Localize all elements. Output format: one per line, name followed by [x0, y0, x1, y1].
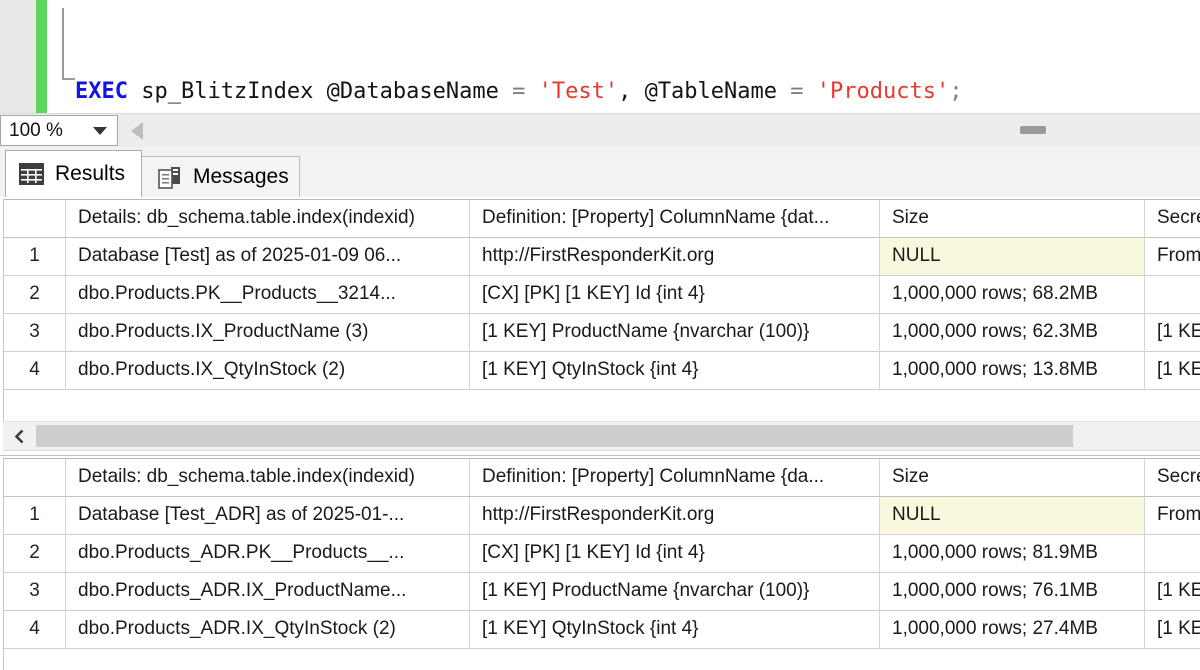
zoom-dropdown[interactable]: 100 %: [0, 115, 118, 146]
grid-cell[interactable]: 1,000,000 rows; 76.1MB: [880, 573, 1145, 611]
sql-operator: ;: [949, 79, 963, 104]
grid-row: 2 dbo.Products_ADR.PK__Products__... [CX…: [4, 535, 1200, 573]
grid-header-row: Details: db_schema.table.index(indexid) …: [4, 459, 1200, 497]
grid-row: 2 dbo.Products.PK__Products__3214... [CX…: [4, 276, 1200, 314]
grid-cell[interactable]: 1,000,000 rows; 81.9MB: [880, 535, 1145, 573]
sql-operator: =: [512, 79, 539, 104]
editor-hscrollbar-thumb[interactable]: [1020, 126, 1046, 134]
column-header[interactable]: Definition: [Property] ColumnName {da...: [470, 459, 880, 497]
column-header[interactable]: Definition: [Property] ColumnName {dat..…: [470, 200, 880, 238]
sql-string: 'Products': [816, 79, 950, 104]
grid-cell[interactable]: [1 KE: [1145, 314, 1200, 352]
results-grid-icon: [19, 163, 44, 185]
column-header[interactable]: Details: db_schema.table.index(indexid): [66, 200, 470, 238]
grid-row: 3 dbo.Products_ADR.IX_ProductName... [1 …: [4, 573, 1200, 611]
grid-cell[interactable]: 1,000,000 rows; 68.2MB: [880, 276, 1145, 314]
grid-row: 4 dbo.Products_ADR.IX_QtyInStock (2) [1 …: [4, 611, 1200, 649]
tab-label: Messages: [193, 165, 289, 188]
grid-cell[interactable]: From: [1145, 497, 1200, 535]
grid-cell[interactable]: Database [Test] as of 2025-01-09 06...: [66, 238, 470, 276]
scroll-left-icon[interactable]: [131, 122, 143, 140]
corner-header[interactable]: [4, 459, 66, 497]
column-header[interactable]: Size: [880, 459, 1145, 497]
grid-table: Details: db_schema.table.index(indexid) …: [4, 458, 1200, 649]
results-pane: Details: db_schema.table.index(indexid) …: [0, 197, 1200, 670]
grid-cell[interactable]: dbo.Products.PK__Products__3214...: [66, 276, 470, 314]
results-grid-2: Details: db_schema.table.index(indexid) …: [3, 458, 1200, 670]
grid-cell[interactable]: dbo.Products.IX_ProductName (3): [66, 314, 470, 352]
zoom-value: 100 %: [9, 119, 63, 141]
chevron-left-icon: [14, 429, 23, 443]
row-number[interactable]: 2: [4, 535, 66, 573]
grid-cell[interactable]: [1 KEY] ProductName {nvarchar (100)}: [470, 573, 880, 611]
editor-bottom-strip: 100 %: [0, 113, 1200, 147]
grid-cell[interactable]: dbo.Products_ADR.IX_ProductName...: [66, 573, 470, 611]
hscrollbar[interactable]: [3, 421, 1200, 451]
scroll-left-button[interactable]: [3, 422, 35, 450]
messages-icon: [158, 166, 180, 189]
grid-cell[interactable]: 1,000,000 rows; 27.4MB: [880, 611, 1145, 649]
grid-row: 3 dbo.Products.IX_ProductName (3) [1 KEY…: [4, 314, 1200, 352]
row-number[interactable]: 3: [4, 314, 66, 352]
grid-cell[interactable]: [1145, 276, 1200, 314]
column-header[interactable]: Details: db_schema.table.index(indexid): [66, 459, 470, 497]
grid-row: 1 Database [Test] as of 2025-01-09 06...…: [4, 238, 1200, 276]
change-tracking-bar: [36, 0, 47, 113]
grid-cell[interactable]: [1 KE: [1145, 573, 1200, 611]
sql-keyword: EXEC: [75, 79, 128, 104]
grid-cell[interactable]: From: [1145, 238, 1200, 276]
grid-cell[interactable]: dbo.Products.IX_QtyInStock (2): [66, 352, 470, 390]
grid-cell-null[interactable]: NULL: [880, 497, 1145, 535]
sql-operator: =: [790, 79, 817, 104]
grid-cell[interactable]: dbo.Products_ADR.PK__Products__...: [66, 535, 470, 573]
results-tab-strip: Results Messages: [0, 147, 1200, 197]
hscrollbar-thumb[interactable]: [36, 425, 1073, 447]
grid-cell[interactable]: 1,000,000 rows; 13.8MB: [880, 352, 1145, 390]
grid-cell[interactable]: http://FirstResponderKit.org: [470, 497, 880, 535]
grid-cell[interactable]: 1,000,000 rows; 62.3MB: [880, 314, 1145, 352]
results-grid-1: Details: db_schema.table.index(indexid) …: [3, 199, 1200, 451]
grid-cell[interactable]: [1145, 535, 1200, 573]
row-number[interactable]: 4: [4, 352, 66, 390]
sql-string: 'Test': [538, 79, 619, 104]
grid-row: 4 dbo.Products.IX_QtyInStock (2) [1 KEY]…: [4, 352, 1200, 390]
grid-cell[interactable]: Database [Test_ADR] as of 2025-01-...: [66, 497, 470, 535]
grid-cell[interactable]: [1 KEY] QtyInStock {int 4}: [470, 611, 880, 649]
grid-cell[interactable]: dbo.Products_ADR.IX_QtyInStock (2): [66, 611, 470, 649]
grid-header-row: Details: db_schema.table.index(indexid) …: [4, 200, 1200, 238]
grid-cell[interactable]: [1 KE: [1145, 352, 1200, 390]
column-header[interactable]: Secre: [1145, 200, 1200, 238]
editor-gutter: [0, 0, 36, 113]
dropdown-caret-icon[interactable]: [93, 126, 107, 135]
column-header[interactable]: Size: [880, 200, 1145, 238]
row-number[interactable]: 4: [4, 611, 66, 649]
sql-identifier: sp_BlitzIndex @DatabaseName: [127, 79, 513, 104]
corner-header[interactable]: [4, 200, 66, 238]
grid-cell-null[interactable]: NULL: [880, 238, 1145, 276]
tab-label: Results: [55, 162, 126, 185]
row-number[interactable]: 1: [4, 497, 66, 535]
tab-results[interactable]: Results: [5, 150, 142, 197]
column-header[interactable]: Secre: [1145, 459, 1200, 497]
code-line: EXEC sp_BlitzIndex @DatabaseName = 'Test…: [75, 76, 1068, 108]
code-fold-line: [62, 8, 75, 80]
row-number[interactable]: 1: [4, 238, 66, 276]
grid-row: 1 Database [Test_ADR] as of 2025-01-... …: [4, 497, 1200, 535]
row-number[interactable]: 3: [4, 573, 66, 611]
grid-cell[interactable]: [CX] [PK] [1 KEY] Id {int 4}: [470, 535, 880, 573]
sql-identifier: , @TableName: [618, 79, 791, 104]
grid-cell[interactable]: [CX] [PK] [1 KEY] Id {int 4}: [470, 276, 880, 314]
grid-cell[interactable]: [1 KE: [1145, 611, 1200, 649]
panel-separator: [0, 455, 1200, 456]
grid-table: Details: db_schema.table.index(indexid) …: [4, 199, 1200, 390]
tab-messages[interactable]: Messages: [142, 156, 300, 197]
grid-cell[interactable]: [1 KEY] QtyInStock {int 4}: [470, 352, 880, 390]
query-editor[interactable]: EXEC sp_BlitzIndex @DatabaseName = 'Test…: [0, 0, 1200, 296]
grid-cell[interactable]: [1 KEY] ProductName {nvarchar (100)}: [470, 314, 880, 352]
row-number[interactable]: 2: [4, 276, 66, 314]
grid-cell[interactable]: http://FirstResponderKit.org: [470, 238, 880, 276]
